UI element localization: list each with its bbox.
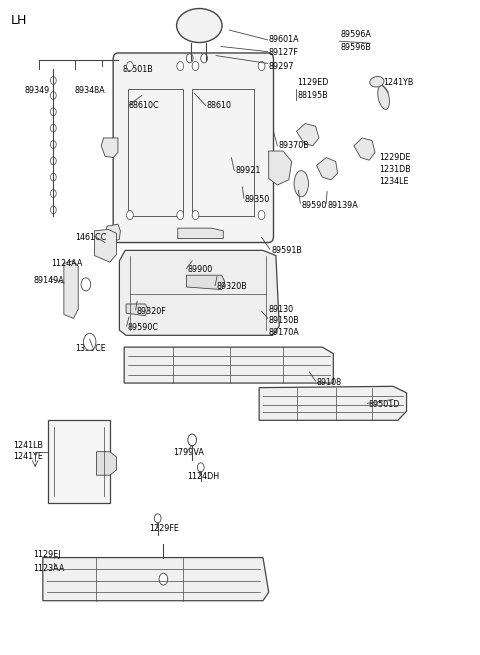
Circle shape [197,463,204,472]
Circle shape [50,189,56,197]
Circle shape [50,77,56,84]
Circle shape [50,157,56,165]
Ellipse shape [294,171,309,196]
Text: 89349: 89349 [24,86,50,96]
Text: 89320F: 89320F [136,307,166,316]
Bar [128,89,182,216]
Text: 1229DE: 1229DE [379,153,410,162]
Text: 89149A: 89149A [33,276,64,285]
Circle shape [50,141,56,149]
Circle shape [50,108,56,116]
Circle shape [84,333,96,350]
Text: 89170A: 89170A [269,328,300,337]
Polygon shape [259,386,407,421]
Polygon shape [297,124,319,146]
Text: LH: LH [10,14,27,27]
Circle shape [127,62,133,71]
Polygon shape [317,158,337,179]
Circle shape [192,210,199,219]
Text: 89900: 89900 [187,265,213,274]
Circle shape [258,210,265,219]
Text: 1461CC: 1461CC [75,233,106,242]
Circle shape [50,206,56,214]
Circle shape [192,62,199,71]
Circle shape [50,124,56,132]
Circle shape [50,92,56,100]
Text: 89921: 89921 [235,166,261,175]
Text: 89370B: 89370B [278,141,309,150]
Polygon shape [186,275,225,290]
Text: 89297: 89297 [269,62,294,71]
Text: 1229FE: 1229FE [149,524,179,533]
Polygon shape [120,250,279,335]
Polygon shape [64,261,78,318]
Polygon shape [96,452,117,476]
Circle shape [201,54,207,63]
Circle shape [186,54,193,63]
Polygon shape [126,304,148,316]
Circle shape [188,434,196,446]
Text: 89601A: 89601A [269,35,300,45]
Circle shape [155,514,161,523]
Circle shape [177,62,183,71]
Text: 89320B: 89320B [216,282,247,291]
Text: 89596B: 89596B [340,43,372,52]
Text: 89139A: 89139A [327,202,358,210]
Text: 1231DB: 1231DB [379,165,410,174]
Text: 89501D: 89501D [368,400,400,409]
Text: 88195B: 88195B [298,91,328,100]
Text: 1234LE: 1234LE [379,177,408,185]
Circle shape [258,62,265,71]
FancyBboxPatch shape [113,53,274,242]
Text: 89150B: 89150B [269,316,300,326]
Text: 89590C: 89590C [128,323,158,332]
Text: 1129ED: 1129ED [298,78,329,87]
Circle shape [50,174,56,181]
Text: 1129EJ: 1129EJ [33,550,61,559]
Text: 1799VA: 1799VA [173,449,204,457]
Text: 89348A: 89348A [75,86,106,96]
Text: 88610: 88610 [206,101,231,110]
Polygon shape [101,138,118,158]
Polygon shape [354,138,375,160]
Ellipse shape [370,77,384,87]
Bar [192,89,254,216]
Text: 89591B: 89591B [271,246,302,255]
Text: 89130: 89130 [269,305,294,314]
Polygon shape [269,151,292,185]
Text: 1241YB: 1241YB [384,78,414,87]
Text: 89108: 89108 [317,378,342,387]
Text: 1241LB: 1241LB [12,441,43,449]
Polygon shape [48,421,110,502]
Text: 89501B: 89501B [123,65,154,74]
Polygon shape [105,224,120,242]
Text: 1124DH: 1124DH [187,472,219,481]
Text: 1124AA: 1124AA [51,259,83,268]
Text: 89127F: 89127F [269,48,299,58]
Circle shape [159,573,168,585]
Text: 89596A: 89596A [340,30,372,39]
Circle shape [81,278,91,291]
Ellipse shape [378,86,389,109]
Polygon shape [178,228,223,238]
Text: 1123AA: 1123AA [33,563,65,572]
Ellipse shape [177,9,222,43]
Circle shape [177,210,183,219]
Polygon shape [95,229,117,262]
Circle shape [127,210,133,219]
Text: 1339CE: 1339CE [75,344,106,353]
Polygon shape [124,347,333,383]
Text: 89350: 89350 [245,195,270,204]
Text: 1241YE: 1241YE [12,453,43,461]
Text: 89590: 89590 [301,202,326,210]
Polygon shape [43,557,269,601]
Text: 88610C: 88610C [129,101,159,110]
